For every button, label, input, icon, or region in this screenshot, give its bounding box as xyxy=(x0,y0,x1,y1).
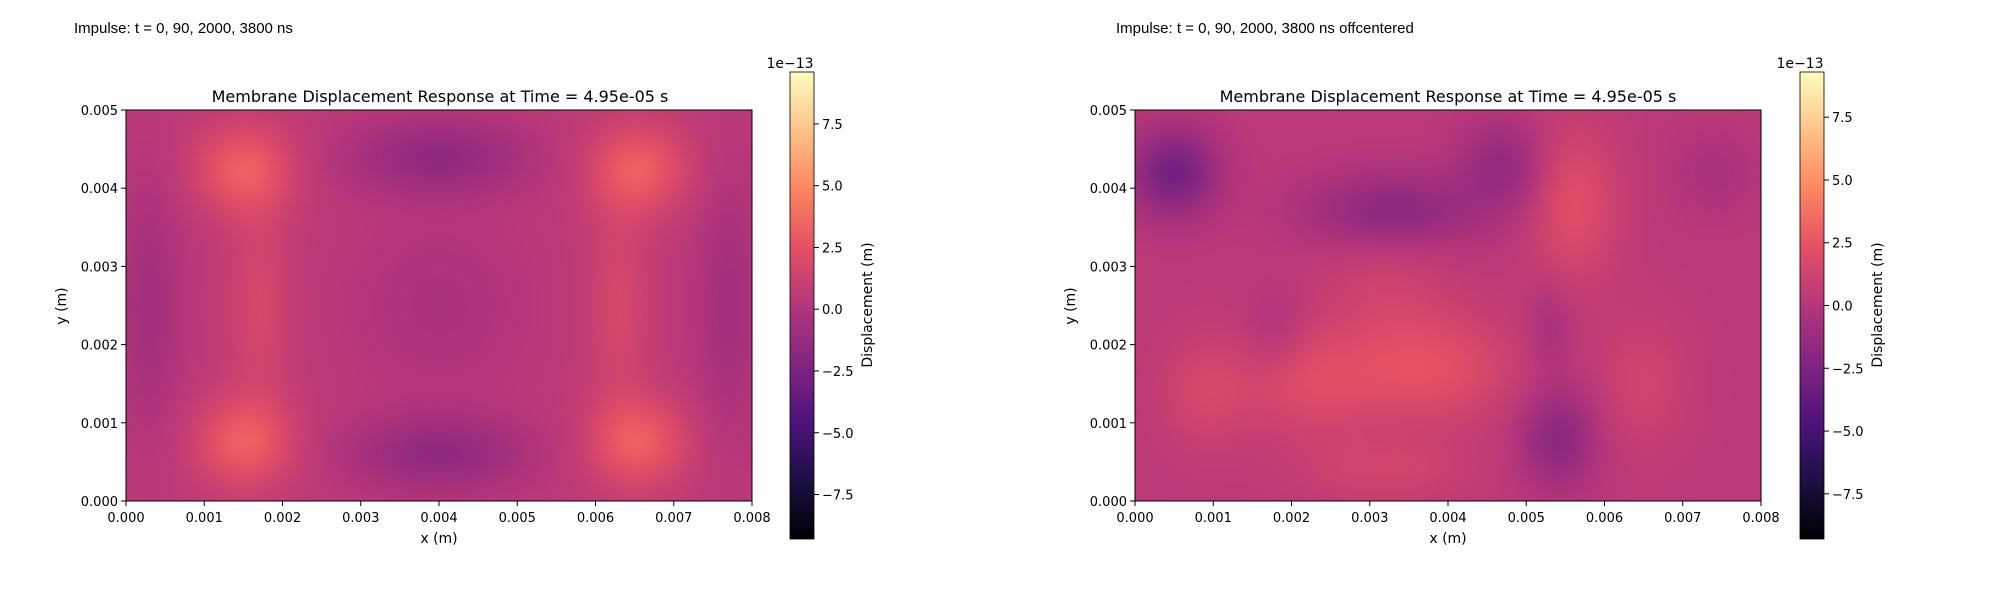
x-tick-label: 0.006 xyxy=(1586,511,1623,526)
x-tick-label: 0.002 xyxy=(264,511,301,526)
x-tick-label: 0.003 xyxy=(342,511,379,526)
colorbar-frame xyxy=(789,71,815,540)
y-axis-label: y (m) xyxy=(1063,287,1079,324)
x-tick-label: 0.008 xyxy=(733,511,770,526)
colorbar-tick-label: 7.5 xyxy=(822,118,843,133)
x-axis-label: x (m) xyxy=(1429,531,1466,547)
chart-panel-right: Membrane Displacement Response at Time =… xyxy=(1063,56,1886,547)
y-tick-label: 0.005 xyxy=(1090,104,1127,119)
y-tick-label: 0.002 xyxy=(81,339,118,354)
colorbar-tick-label: 0.0 xyxy=(822,303,843,318)
chart-panel-left: Membrane Displacement Response at Time =… xyxy=(54,56,876,547)
x-tick-label: 0.007 xyxy=(655,511,692,526)
y-tick-label: 0.003 xyxy=(81,260,118,275)
x-tick-label: 0.006 xyxy=(577,511,614,526)
colorbar-tick-label: 5.0 xyxy=(1832,174,1853,189)
y-tick-label: 0.005 xyxy=(81,104,118,119)
colorbar-tick-label: 0.0 xyxy=(1832,300,1853,315)
colorbar-label: Displacement (m) xyxy=(1870,242,1886,367)
y-tick-label: 0.001 xyxy=(1090,417,1127,432)
chart-title: Membrane Displacement Response at Time =… xyxy=(1220,87,1677,106)
y-tick-label: 0.004 xyxy=(1090,182,1127,197)
chart-title: Membrane Displacement Response at Time =… xyxy=(212,87,669,106)
colorbar-tick-label: −5.0 xyxy=(1832,425,1864,440)
x-tick-label: 0.001 xyxy=(186,511,223,526)
colorbar-tick-label: 2.5 xyxy=(822,241,843,256)
y-tick-label: 0.003 xyxy=(1090,260,1127,275)
colorbar-tick-label: −7.5 xyxy=(822,489,854,504)
colorbar xyxy=(1800,72,1824,539)
x-tick-label: 0.007 xyxy=(1664,511,1701,526)
x-tick-label: 0.004 xyxy=(420,511,457,526)
x-tick-label: 0.000 xyxy=(107,511,144,526)
x-tick-label: 0.005 xyxy=(499,511,536,526)
y-tick-label: 0.001 xyxy=(81,417,118,432)
x-tick-label: 0.001 xyxy=(1195,511,1232,526)
y-tick-label: 0.004 xyxy=(81,182,118,197)
x-tick-label: 0.003 xyxy=(1351,511,1388,526)
y-tick-label: 0.000 xyxy=(81,495,118,510)
colorbar-tick-label: −7.5 xyxy=(1832,488,1864,503)
panel-caption-right: Impulse: t = 0, 90, 2000, 3800 ns offcen… xyxy=(1116,20,1414,37)
colorbar-label: Displacement (m) xyxy=(860,242,876,367)
y-axis-label: y (m) xyxy=(54,287,70,324)
x-tick-label: 0.005 xyxy=(1508,511,1545,526)
panel-caption-left: Impulse: t = 0, 90, 2000, 3800 ns xyxy=(74,20,293,37)
x-tick-label: 0.004 xyxy=(1429,511,1466,526)
x-tick-label: 0.008 xyxy=(1742,511,1779,526)
y-tick-label: 0.002 xyxy=(1090,339,1127,354)
colorbar-tick-label: 7.5 xyxy=(1832,111,1853,126)
heatmap-image xyxy=(1135,110,1761,501)
x-tick-label: 0.002 xyxy=(1273,511,1310,526)
colorbar-tick-label: −5.0 xyxy=(822,427,854,442)
colorbar-tick-label: −2.5 xyxy=(822,365,854,380)
x-axis-label: x (m) xyxy=(420,531,457,547)
heatmap-image xyxy=(126,110,752,501)
colorbar-tick-label: −2.5 xyxy=(1832,362,1864,377)
y-tick-label: 0.000 xyxy=(1090,495,1127,510)
colorbar-offset-text: 1e−13 xyxy=(766,56,813,72)
colorbar-tick-label: 5.0 xyxy=(822,180,843,195)
colorbar-offset-text: 1e−13 xyxy=(1776,56,1823,72)
x-tick-label: 0.000 xyxy=(1116,511,1153,526)
colorbar-tick-label: 2.5 xyxy=(1832,237,1853,252)
colorbar xyxy=(790,72,814,539)
